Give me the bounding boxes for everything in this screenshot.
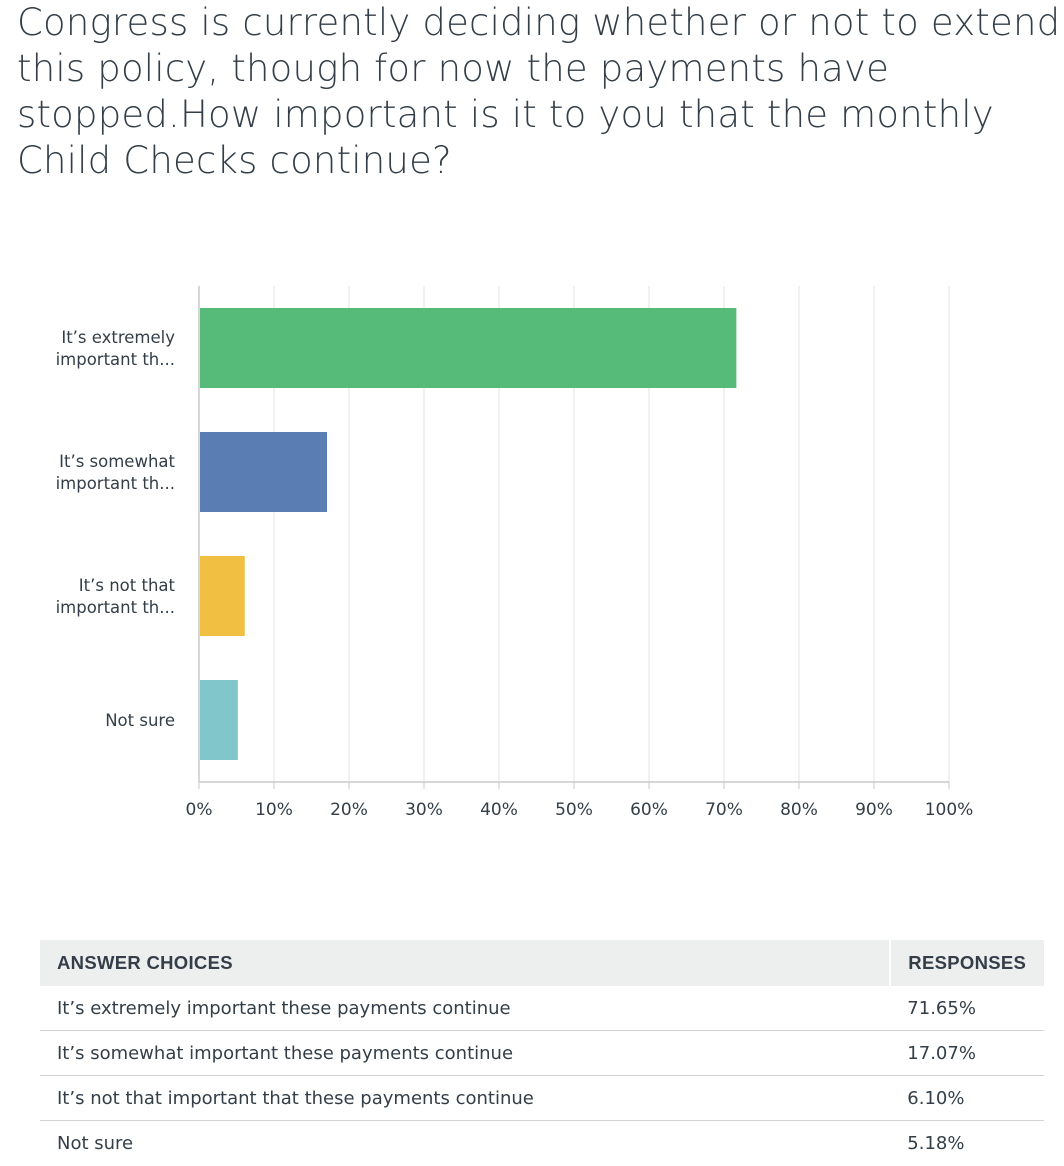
tick-label: 90% (855, 800, 893, 820)
answer-choice-cell: It’s extremely important these payments … (40, 986, 891, 1031)
category-label-extremely: It’s extremely important th... (56, 328, 176, 369)
response-cell: 6.10% (890, 1075, 1044, 1121)
tick-label: 100% (925, 800, 974, 820)
tick-label: 40% (480, 800, 518, 820)
table-row: It’s not that important that these payme… (40, 1075, 1044, 1121)
question-title: Congress is currently deciding whether o… (17, 1, 1061, 182)
answer-choice-cell: Not sure (57, 1132, 134, 1154)
response-cell: 5.18% (907, 1132, 965, 1154)
category-label-line: important th... (56, 474, 175, 493)
bar-chart: It’s extremely important th...It’s somewh… (56, 286, 974, 820)
category-label-line: It’s not that (79, 576, 176, 595)
answer-choice-cell: It’s not that important that these payme… (40, 1075, 891, 1121)
category-label-line: important th... (56, 350, 175, 369)
category-label-somewhat: It’s somewhat important th... (56, 452, 176, 493)
answer-choices-header: ANSWER CHOICES (40, 940, 892, 986)
category-label-not-that: It’s not that important th... (56, 576, 176, 617)
tick-label: 20% (330, 800, 368, 820)
category-label-line: important th... (56, 598, 175, 617)
bar-not-sure (200, 680, 238, 760)
tick-label: 70% (705, 800, 743, 820)
table-row: It’s extremely important these payments … (40, 986, 1044, 1031)
bar-extremely-important (200, 308, 737, 388)
chart-axis (198, 286, 950, 789)
results-table: ANSWER CHOICES RESPONSES It’s extremely … (40, 940, 1044, 1165)
tick-label: 10% (255, 800, 293, 820)
tick-label: 0% (186, 800, 213, 820)
category-label-not-sure: Not sure (105, 711, 175, 730)
response-cell: 71.65% (890, 986, 1044, 1031)
bar-somewhat-important (200, 432, 328, 512)
responses-header: RESPONSES (890, 940, 1044, 986)
response-cell: 17.07% (890, 1030, 1044, 1076)
table-header-row: ANSWER CHOICES RESPONSES (40, 940, 1044, 986)
answer-choice-cell: It’s somewhat important these payments c… (40, 1030, 891, 1076)
chart-tick-labels: 0% 10% 20% 30% 40% 50% 60% 70% 80% 90% 100% (186, 800, 974, 820)
tick-label: 30% (405, 800, 443, 820)
chart-category-labels: It’s extremely important th...It’s somewh… (56, 328, 176, 730)
category-label-line: It’s extremely (61, 328, 175, 347)
bar-not-that-important (200, 556, 245, 636)
tick-label: 60% (630, 800, 668, 820)
tick-label: 80% (780, 800, 818, 820)
category-label-line: Not sure (105, 711, 175, 730)
category-label-line: It’s somewhat (59, 452, 175, 471)
table-row: It’s somewhat important these payments c… (40, 1030, 1044, 1076)
table-row: Not sure 5.18% (40, 1121, 1044, 1166)
tick-label: 50% (555, 800, 593, 820)
chart-bars (200, 308, 737, 760)
